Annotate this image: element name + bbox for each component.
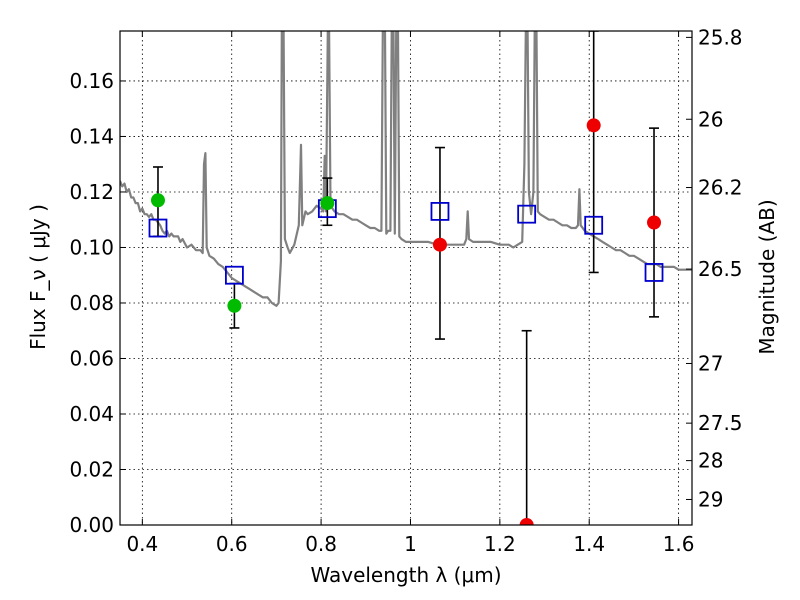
right-tick-label: 25.8 <box>698 25 743 49</box>
y-tick-label: 0.02 <box>69 457 114 481</box>
observed-photometry-point <box>432 237 447 252</box>
right-tick-label: 26.2 <box>698 176 743 200</box>
model-photometry-square <box>584 215 604 235</box>
y-tick-label: 0.08 <box>69 291 114 315</box>
model-photometry-square <box>148 218 168 238</box>
right-tick-label: 26.5 <box>698 257 743 281</box>
x-axis-label: Wavelength λ (μm) <box>310 563 501 587</box>
y-tick-label: 0.04 <box>69 402 114 426</box>
y-axis-label: Flux F_ν ( μJy ) <box>26 204 50 350</box>
x-tick-label: 1 <box>404 532 417 556</box>
x-tick-label: 0.6 <box>216 532 248 556</box>
plot-frame <box>119 30 693 526</box>
x-tick-label: 1.4 <box>573 532 605 556</box>
right-axis-ticks: 25.8 26 26.2 26.5 27 27.5 28 29 <box>686 25 743 511</box>
y-tick-label: 0.06 <box>69 346 114 370</box>
right-axis-label: Magnitude (AB) <box>755 199 779 354</box>
model-photometry-square <box>224 265 244 285</box>
y-tick-label: 0.00 <box>69 513 114 537</box>
x-tick-label: 1.6 <box>663 532 695 556</box>
y-axis-ticks: 0.00 0.02 0.04 0.06 0.08 0.10 0.12 0.14 0.16 <box>69 69 126 537</box>
observed-photometry-point <box>647 215 662 230</box>
grid <box>120 31 692 526</box>
y-tick-label: 0.10 <box>69 235 114 259</box>
observed-photometry-point <box>586 118 601 133</box>
right-tick-label: 29 <box>698 487 723 511</box>
model-photometry-square <box>644 263 664 282</box>
model-photometry-square <box>517 204 537 224</box>
right-tick-label: 26 <box>698 107 723 131</box>
observed-photometry-point <box>519 518 534 525</box>
x-tick-label: 0.4 <box>126 532 158 556</box>
model-photometry <box>148 199 664 285</box>
observed-photometry-point <box>227 298 242 313</box>
observed-photometry-point <box>150 193 165 208</box>
y-tick-label: 0.16 <box>69 69 114 93</box>
x-tick-label: 0.8 <box>305 532 337 556</box>
error-bars <box>152 31 660 525</box>
y-tick-label: 0.12 <box>69 180 114 204</box>
right-tick-label: 28 <box>698 449 723 473</box>
x-tick-label: 1.2 <box>484 532 516 556</box>
observed-photometry <box>150 118 662 525</box>
model-photometry-square <box>430 201 450 221</box>
model-sed <box>120 31 692 307</box>
right-tick-label: 27 <box>698 351 723 375</box>
x-axis-ticks: 0.4 0.6 0.8 1 1.2 1.4 1.6 <box>126 31 695 556</box>
model-sed-line <box>120 31 692 307</box>
observed-photometry-point <box>320 196 335 211</box>
y-tick-label: 0.14 <box>69 124 114 148</box>
right-tick-label: 27.5 <box>698 411 743 435</box>
